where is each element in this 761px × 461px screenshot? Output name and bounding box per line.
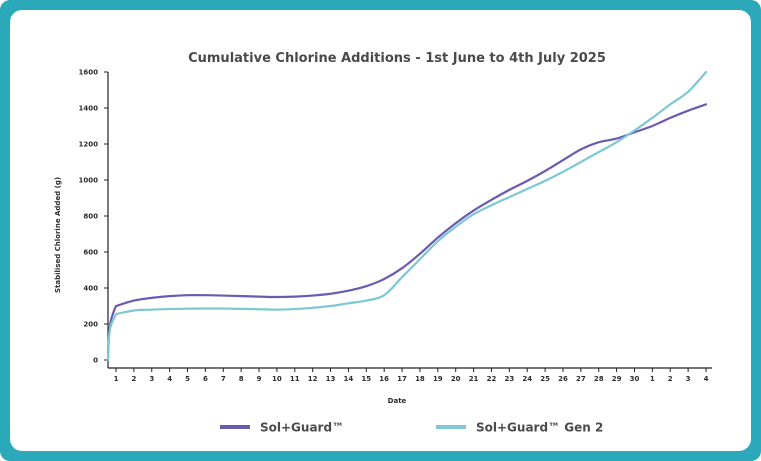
x-tick-label: 23: [504, 375, 514, 383]
x-tick-label: 9: [257, 375, 262, 383]
x-tick-label: 22: [487, 375, 497, 383]
x-tick-label: 1: [650, 375, 655, 383]
x-tick-label: 5: [185, 375, 190, 383]
chart-panel: Cumulative Chlorine Additions - 1st June…: [10, 10, 751, 451]
series-lines: [106, 70, 708, 362]
x-tick-label: 10: [272, 375, 282, 383]
x-tick-label: 26: [558, 375, 568, 383]
x-tick-label: 19: [433, 375, 443, 383]
x-tick-label: 29: [612, 375, 622, 383]
y-tick-label: 400: [83, 285, 98, 293]
y-tick-label: 600: [83, 249, 98, 257]
series-line-2: [106, 70, 708, 362]
x-ticks: 1 2 3 4 5 6 7 8 9 10 11 12 13 14 15 16 17 18 19 20 21 22 23 24 2…: [114, 368, 709, 383]
x-tick-label: 16: [379, 375, 389, 383]
x-tick-label: 3: [686, 375, 691, 383]
x-tick-label: 2: [668, 375, 673, 383]
x-tick-label: 1: [114, 375, 119, 383]
x-tick-label: 14: [344, 375, 354, 383]
x-tick-label: 15: [361, 375, 371, 383]
x-tick-label: 24: [522, 375, 532, 383]
x-tick-label: 2: [131, 375, 136, 383]
legend: Sol+Guard™ Sol+Guard™ Gen 2: [220, 421, 603, 435]
x-tick-label: 25: [540, 375, 550, 383]
y-tick-label: 1200: [79, 141, 99, 149]
y-tick-label: 800: [83, 213, 98, 221]
x-tick-label: 7: [221, 375, 226, 383]
y-ticks: 0 200 400 600 800 1000 1200 1400 1600: [79, 69, 108, 365]
x-tick-label: 3: [149, 375, 154, 383]
x-tick-label: 28: [594, 375, 604, 383]
x-tick-label: 20: [451, 375, 461, 383]
legend-label-2: Sol+Guard™ Gen 2: [476, 421, 603, 435]
x-tick-label: 4: [167, 375, 172, 383]
x-tick-label: 30: [630, 375, 640, 383]
series-line-1: [106, 103, 708, 362]
y-tick-label: 1000: [79, 177, 99, 185]
x-tick-label: 13: [326, 375, 336, 383]
y-tick-label: 1400: [79, 105, 99, 113]
x-tick-label: 18: [415, 375, 425, 383]
line-chart: Cumulative Chlorine Additions - 1st June…: [54, 51, 712, 435]
chart-title: Cumulative Chlorine Additions - 1st June…: [188, 51, 606, 66]
x-tick-label: 27: [576, 375, 586, 383]
x-tick-label: 6: [203, 375, 208, 383]
x-tick-label: 8: [239, 375, 244, 383]
y-tick-label: 0: [93, 357, 98, 365]
x-tick-label: 12: [308, 375, 318, 383]
x-tick-label: 17: [397, 375, 407, 383]
y-tick-label: 1600: [79, 69, 99, 77]
y-tick-label: 200: [83, 321, 98, 329]
x-tick-label: 4: [704, 375, 709, 383]
x-axis-label: Date: [388, 397, 407, 405]
legend-label-1: Sol+Guard™: [260, 421, 344, 435]
y-axis-label: Stabilised Chlorine Added (g): [54, 177, 62, 293]
x-tick-label: 21: [469, 375, 479, 383]
x-tick-label: 11: [290, 375, 300, 383]
